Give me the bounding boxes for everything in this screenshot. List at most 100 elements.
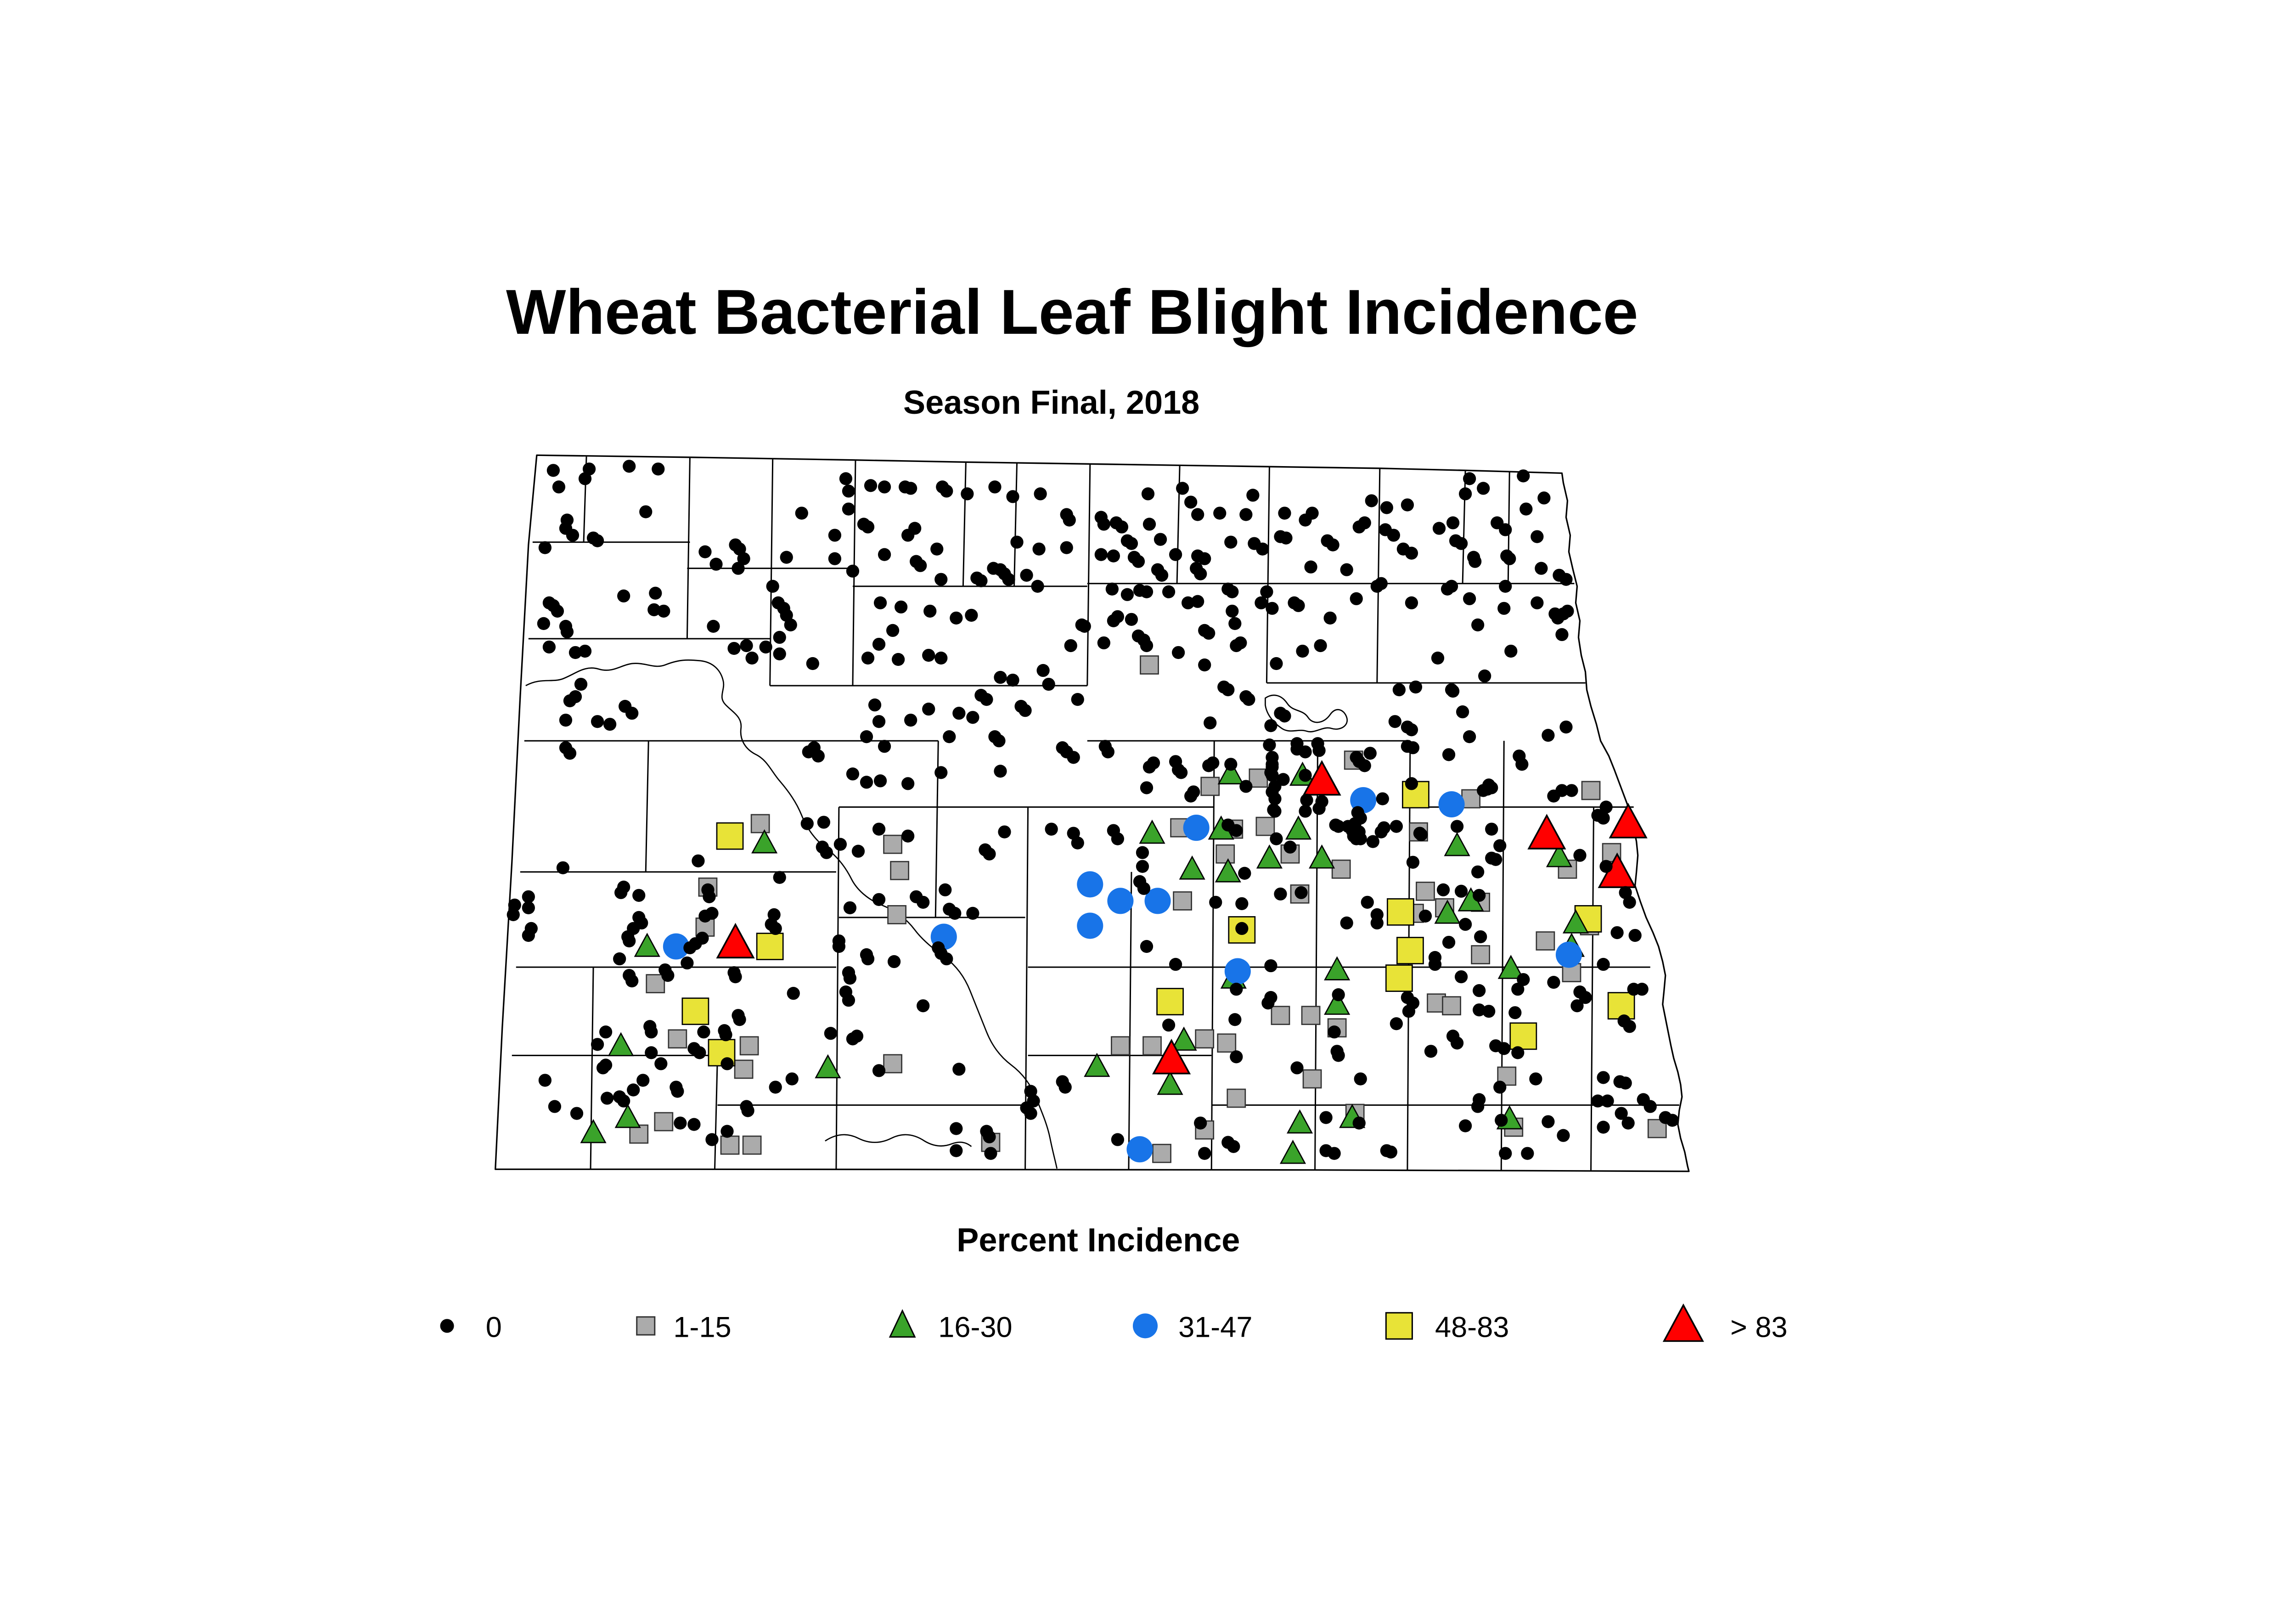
map-marker-zero [1326,538,1339,552]
map-marker-zero [1450,1036,1464,1050]
map-marker-mid [1286,1109,1313,1134]
map-marker-zero [1105,582,1119,596]
map-marker-zero [1418,909,1432,923]
map-marker-zero [538,1074,552,1087]
map-marker-zero [992,734,1006,748]
map-marker-zero [568,646,582,659]
map-marker-zero [1555,628,1569,642]
map-marker-zero [1234,636,1247,650]
map-marker-mid [1217,760,1244,785]
map-marker-zero [1666,1114,1679,1127]
map-marker-zero [861,651,875,665]
map-marker-zero [806,657,819,670]
legend-item-label: > 83 [1730,1311,1788,1343]
map-marker-zero [1131,555,1145,568]
map-marker-zero [773,647,786,661]
map-marker-low [720,1135,740,1155]
map-marker-zero [1063,513,1076,527]
map-marker-zero [1405,596,1418,609]
legend-dot-icon [440,1319,454,1333]
map-marker-zero [548,1100,562,1113]
map-marker-zero [1125,613,1138,626]
map-marker-zero [851,844,865,858]
map-marker-low [734,1059,754,1079]
map-marker-zero [1319,1111,1333,1124]
map-marker-zero [1141,487,1155,501]
map-marker-low [750,814,770,833]
map-marker-zero [1256,542,1269,556]
map-marker-zero [1137,882,1151,895]
map-marker-zero [522,890,535,903]
map-marker-low [1471,945,1491,964]
map-marker-zero [1387,529,1400,542]
map-marker-zero [868,698,882,712]
map-marker-zero [1191,508,1204,521]
map-marker-zero [1405,777,1418,790]
map-marker-zero [872,822,886,836]
map-marker-zero [1274,887,1287,901]
map-marker-zero [1264,959,1277,973]
map-marker-zero [850,1030,864,1043]
map-marker-zero [1202,626,1216,640]
map-marker-zero [1006,490,1019,503]
map-marker-zero [984,1147,997,1160]
map-marker-zero [1559,573,1573,586]
map-marker-zero [828,552,842,565]
legend-item-label: 31-47 [1178,1311,1252,1343]
map-marker-zero [1623,895,1636,909]
map-marker-zero [1255,596,1268,609]
map-marker-zero [1504,644,1518,658]
map-marker-zero [1060,541,1073,554]
map-marker-zero [1162,585,1176,598]
map-marker-higher [716,822,744,850]
map-marker-mid [1256,844,1283,869]
map-marker-zero [574,677,588,691]
map-marker-zero [1615,1107,1628,1120]
map-marker-zero [934,651,948,665]
map-marker-zero [1341,820,1355,833]
map-marker-zero [649,586,662,600]
map-marker-mid [1179,855,1205,880]
map-marker-zero [922,703,935,716]
map-marker-zero [537,617,551,630]
devils-lake-outline [1265,694,1348,732]
map-marker-zero [1097,518,1110,531]
map-marker-zero [1242,693,1255,706]
map-marker-zero [1406,856,1420,869]
map-marker-zero [1340,563,1353,576]
map-marker-zero [785,1072,799,1086]
map-marker-high [1107,888,1134,914]
map-marker-zero [1142,518,1156,531]
map-marker-mid [1171,1026,1197,1051]
map-marker-zero [1194,1116,1207,1130]
map-marker-zero [939,883,952,896]
map-marker-zero [1555,784,1569,797]
map-marker-low [883,1054,902,1074]
legend-blue-circle-icon [1132,1313,1158,1339]
map-marker-high [663,933,689,960]
map-marker-zero [1478,669,1491,683]
map-marker-zero [1477,482,1490,495]
map-marker-zero [1352,1116,1366,1130]
map-marker-zero [1094,548,1108,561]
map-marker-zero [878,740,891,753]
map-marker-zero [952,1063,966,1076]
map-marker-zero [1340,916,1353,930]
map-marker-zero [842,502,855,516]
map-marker-zero [811,749,825,763]
map-marker-low [887,905,907,924]
map-marker-zero [563,747,577,760]
map-marker-zero [1228,617,1242,630]
map-marker-zero [1045,822,1058,836]
map-marker-zero [1067,751,1080,764]
map-marker-zero [1115,520,1129,534]
map-marker-zero [1058,1081,1072,1094]
map-marker-zero [864,479,878,492]
map-marker-zero [1304,560,1317,574]
map-marker-zero [674,1116,687,1130]
map-marker-zero [1279,531,1293,545]
map-marker-zero [1311,737,1324,750]
map-marker-zero [800,817,814,830]
map-marker-zero [1194,567,1207,580]
map-marker-zero [1010,535,1024,549]
